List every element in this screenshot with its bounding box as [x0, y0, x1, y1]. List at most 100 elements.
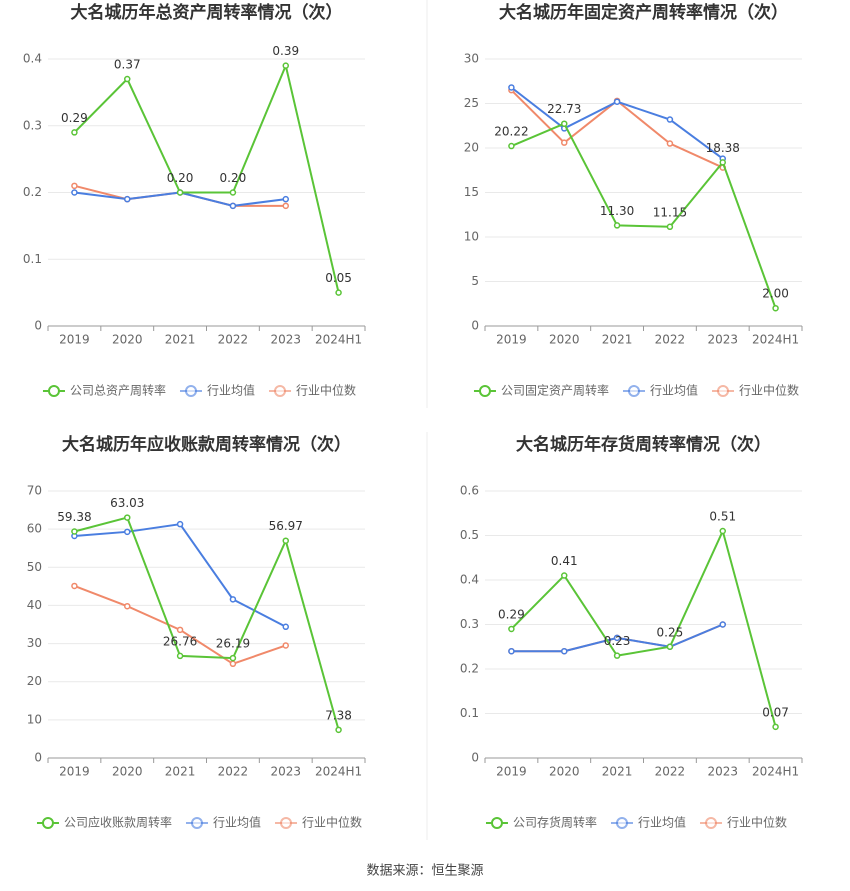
- chart-title: 大名城历年应收账款周转率情况（次）: [62, 434, 351, 455]
- data-point: [124, 195, 131, 203]
- data-point: [508, 647, 515, 655]
- legend-label: 行业均值: [650, 383, 698, 398]
- legend-marker: [717, 385, 730, 397]
- data-label: 18.38: [706, 141, 740, 155]
- y-tick-label: 5: [471, 274, 479, 288]
- data-point: [71, 528, 78, 535]
- x-tick-label: 2022: [218, 333, 249, 347]
- data-point: [666, 140, 674, 147]
- x-tick-label: 2021: [602, 333, 633, 347]
- data-label: 0.07: [762, 705, 789, 719]
- x-tick-label: 2020: [549, 765, 580, 779]
- data-label: 0.39: [272, 44, 299, 58]
- data-point: [719, 621, 726, 628]
- data-point: [666, 223, 674, 231]
- x-tick-label: 2023: [270, 765, 301, 779]
- data-label: 20.22: [494, 125, 528, 139]
- data-point: [71, 129, 78, 136]
- y-tick-label: 0: [34, 319, 42, 333]
- x-tick-label: 2021: [165, 765, 196, 779]
- y-tick-label: 0.2: [23, 185, 42, 199]
- data-label: 0.05: [325, 271, 352, 285]
- y-tick-label: 25: [464, 96, 479, 110]
- data-label: 0.51: [709, 510, 736, 524]
- x-tick-label: 2023: [707, 765, 738, 779]
- data-point: [282, 62, 289, 69]
- data-label: 0.29: [498, 607, 525, 621]
- data-label: 11.15: [653, 205, 687, 219]
- data-point: [335, 289, 342, 296]
- legend-marker: [490, 817, 503, 829]
- data-point: [772, 723, 779, 731]
- x-tick-label: 2021: [602, 765, 633, 779]
- data-point: [71, 182, 78, 190]
- legend-marker: [41, 817, 54, 829]
- data-point: [772, 304, 779, 312]
- data-point: [229, 189, 237, 196]
- data-point: [282, 642, 289, 649]
- x-tick-label: 2021: [165, 333, 196, 347]
- y-tick-label: 0: [471, 319, 479, 333]
- data-label: 63.03: [110, 496, 144, 510]
- y-tick-label: 30: [27, 636, 42, 650]
- data-point: [71, 189, 78, 196]
- data-point: [282, 623, 289, 631]
- y-tick-label: 0.1: [460, 706, 479, 720]
- legend-label: 公司存货周转率: [513, 815, 597, 830]
- data-point: [124, 75, 131, 83]
- data-point: [508, 84, 515, 91]
- data-point: [176, 626, 184, 634]
- y-tick-label: 10: [27, 712, 42, 726]
- chart-title: 大名城历年固定资产周转率情况（次）: [499, 2, 788, 23]
- legend-marker: [47, 385, 60, 397]
- data-point: [561, 647, 568, 655]
- data-label: 56.97: [269, 519, 303, 533]
- x-tick-label: 2024H1: [315, 333, 362, 347]
- series-line: [73, 62, 340, 293]
- x-tick-label: 2020: [112, 333, 143, 347]
- y-tick-label: 0.3: [460, 617, 479, 631]
- x-tick-label: 2019: [59, 333, 90, 347]
- x-tick-label: 2024H1: [752, 333, 799, 347]
- legend-label: 行业均值: [213, 815, 261, 830]
- y-tick-label: 0.3: [23, 118, 42, 132]
- data-point: [124, 514, 131, 521]
- data-point: [229, 202, 237, 210]
- y-tick-label: 0.2: [460, 662, 479, 676]
- legend-marker: [615, 817, 628, 829]
- y-tick-label: 60: [27, 522, 42, 536]
- series-line: [510, 528, 777, 728]
- data-point: [229, 654, 237, 662]
- series-line: [74, 585, 287, 665]
- data-point: [176, 189, 184, 196]
- x-tick-label: 2022: [655, 765, 686, 779]
- x-tick-label: 2024H1: [752, 765, 799, 779]
- data-label: 11.30: [600, 204, 634, 218]
- data-point: [124, 528, 131, 536]
- y-tick-label: 70: [27, 484, 42, 498]
- data-label: 0.20: [220, 171, 247, 185]
- data-label: 59.38: [57, 510, 91, 524]
- y-tick-label: 0.4: [23, 52, 42, 66]
- y-tick-label: 0.5: [460, 528, 479, 542]
- y-tick-label: 10: [464, 230, 479, 244]
- y-tick-label: 0.1: [23, 252, 42, 266]
- data-label: 0.25: [657, 625, 684, 639]
- y-tick-label: 15: [464, 185, 479, 199]
- x-tick-label: 2019: [496, 333, 527, 347]
- legend-label: 行业中位数: [739, 383, 799, 398]
- legend-marker: [184, 385, 197, 397]
- series-line: [511, 122, 777, 309]
- legend-marker: [705, 817, 718, 829]
- data-point: [229, 596, 237, 603]
- data-point: [176, 520, 184, 528]
- legend-label: 行业中位数: [296, 383, 356, 398]
- data-point: [124, 602, 131, 610]
- data-point: [666, 116, 674, 123]
- data-point: [613, 222, 621, 229]
- legend-label: 行业中位数: [727, 815, 787, 830]
- data-point: [561, 139, 568, 146]
- y-tick-label: 20: [27, 674, 42, 688]
- x-tick-label: 2022: [655, 333, 686, 347]
- legend-marker: [627, 385, 640, 397]
